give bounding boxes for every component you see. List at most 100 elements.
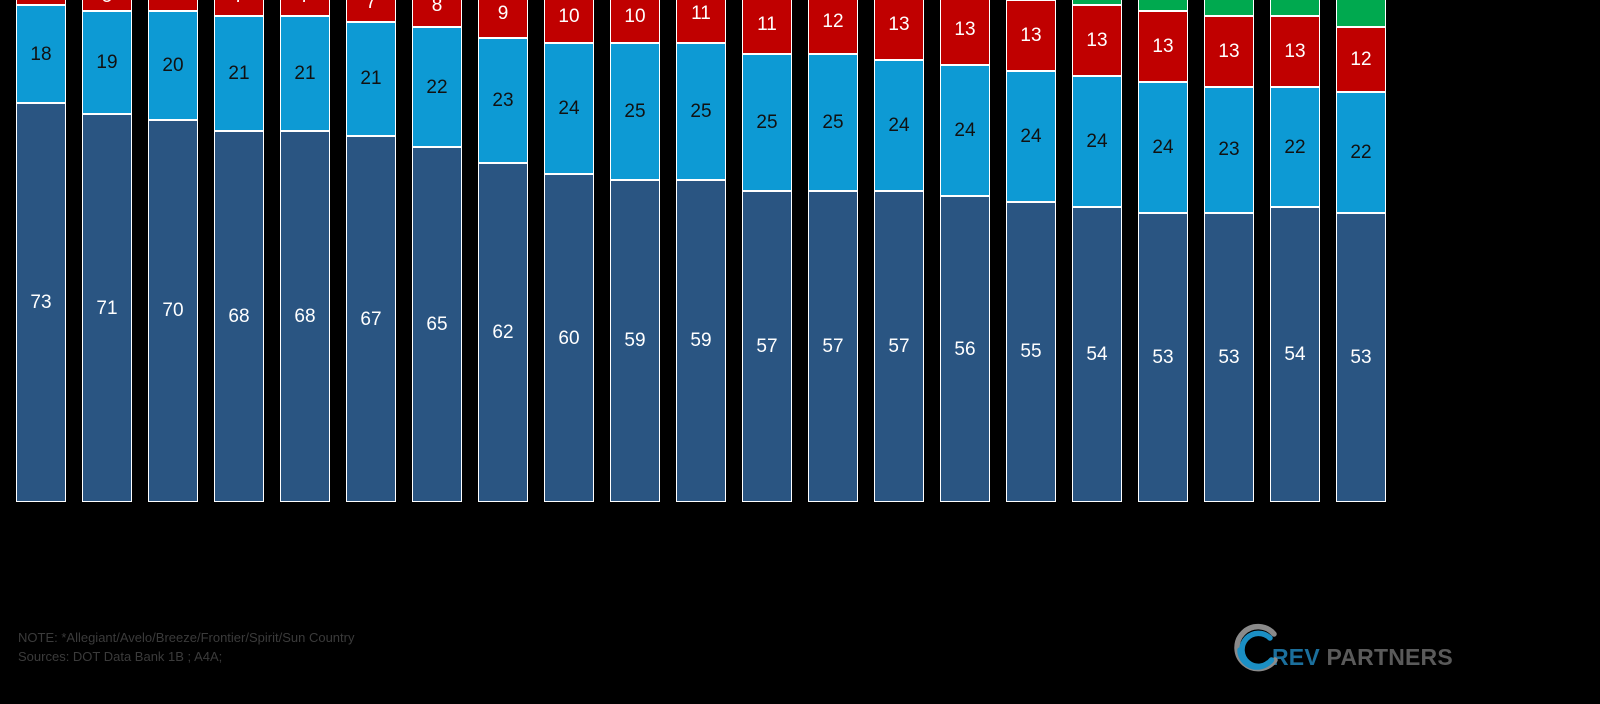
bar-segment-value-label: 12 xyxy=(822,11,844,32)
bar-segment-lblue: 24 xyxy=(1072,76,1122,208)
bar-segment-red: 11 xyxy=(676,0,726,44)
stacked-bar: 6132457 xyxy=(874,0,924,502)
bar-segment-lblue: 23 xyxy=(1204,87,1254,213)
bar-segment-red: 7 xyxy=(346,0,396,22)
bar-segment-value-label: 53 xyxy=(1350,346,1372,368)
bar-segment-dblue: 53 xyxy=(1336,212,1386,502)
bar-segment-value-label: 7 xyxy=(234,0,245,6)
bar-segment-lblue: 24 xyxy=(940,65,990,197)
footnote-note: NOTE: *Allegiant/Avelo/Breeze/Frontier/S… xyxy=(18,630,355,645)
bar-segment-dblue: 68 xyxy=(280,130,330,502)
bar-segment-value-label: 73 xyxy=(30,292,52,314)
stacked-bar-plot-area: 2418732519712620702721683721683721673822… xyxy=(16,0,1386,502)
bar-segment-dblue: 67 xyxy=(346,136,396,502)
bar-segment-value-label: 54 xyxy=(1284,344,1306,366)
bar-segment-red: 13 xyxy=(1006,0,1056,71)
bar-segment-red: 8 xyxy=(412,0,462,27)
bar-segment-lblue: 24 xyxy=(1138,81,1188,213)
bar-segment-green: 10 xyxy=(1204,0,1254,17)
bar-segment-value-label: 24 xyxy=(1086,131,1108,153)
bar-segment-value-label: 7 xyxy=(365,0,377,13)
bar-segment-value-label: 67 xyxy=(360,308,382,330)
bar-segment-value-label: 23 xyxy=(1218,139,1240,161)
bar-segment-lblue: 25 xyxy=(610,43,660,180)
stacked-bar: 272168 xyxy=(214,0,264,502)
bar-segment-value-label: 4 xyxy=(37,0,45,1)
logo-primary-text: REV xyxy=(1272,643,1320,670)
bar-segment-red: 12 xyxy=(1336,26,1386,93)
bar-segment-value-label: 68 xyxy=(294,305,316,327)
bar-segment-value-label: 9 xyxy=(497,2,509,24)
bar-segment-lblue: 21 xyxy=(214,16,264,131)
bar-segment-dblue: 60 xyxy=(544,174,594,502)
bar-segment-value-label: 57 xyxy=(822,335,844,357)
bar-segment-green: 13 xyxy=(1336,0,1386,27)
rev-partners-logo: REV PARTNERS xyxy=(1228,616,1453,682)
bar-segment-value-label: 24 xyxy=(954,120,976,142)
bar-segment-value-label: 70 xyxy=(162,300,184,322)
bar-segment-value-label: 59 xyxy=(690,330,712,352)
bar-segment-lblue: 25 xyxy=(808,54,858,191)
bar-segment-dblue: 57 xyxy=(808,190,858,502)
stacked-bar: 11 13 22 54 xyxy=(1270,0,1320,502)
bar-segment-lblue: 18 xyxy=(16,5,66,104)
bar-segment-value-label: 24 xyxy=(888,114,910,136)
bar-segment-value-label: 57 xyxy=(756,335,778,357)
stacked-bar: 8132455 xyxy=(1006,0,1056,502)
bar-segment-lblue: 21 xyxy=(280,16,330,131)
bar-segment-value-label: 8 xyxy=(431,0,443,16)
bar-segment-red: 13 xyxy=(940,0,990,66)
bar-segment-lblue: 24 xyxy=(544,43,594,175)
bar-segment-lblue: 22 xyxy=(1336,92,1386,213)
bar-segment-value-label: 25 xyxy=(822,112,844,134)
stacked-bar: 10 13 23 53 xyxy=(1204,0,1254,502)
bar-segment-green: 11 xyxy=(1270,0,1320,17)
bar-segment-lblue: 23 xyxy=(478,37,528,164)
stacked-bar: 6112557 xyxy=(742,0,792,502)
bar-segment-red: 10 xyxy=(544,0,594,44)
bar-segment-dblue: 59 xyxy=(676,179,726,502)
bar-segment-value-label: 23 xyxy=(492,90,514,112)
bar-segment-value-label: 22 xyxy=(426,76,448,98)
bar-segment-value-label: 25 xyxy=(690,101,712,123)
bar-segment-dblue: 57 xyxy=(874,190,924,502)
bar-segment-value-label: 19 xyxy=(96,51,118,73)
bar-segment-value-label: 13 xyxy=(1086,30,1108,52)
bar-segment-dblue: 53 xyxy=(1138,212,1188,502)
circular-swirl-icon xyxy=(1228,620,1286,678)
stacked-bar: 241873 xyxy=(16,0,66,502)
bar-segment-value-label: 53 xyxy=(1218,346,1240,368)
bar-segment-red: 13 xyxy=(1138,10,1188,82)
bar-segment-value-label: 22 xyxy=(1350,142,1372,164)
bar-segment-dblue: 71 xyxy=(82,114,132,502)
stacked-bar: 13 12 22 53 xyxy=(1336,0,1386,502)
bar-segment-dblue: 55 xyxy=(1006,201,1056,502)
bar-segment-lblue: 25 xyxy=(742,54,792,191)
bar-segment-red: 7 xyxy=(214,0,264,17)
bar-segment-green: 9 xyxy=(1138,0,1188,11)
bar-segment-lblue: 21 xyxy=(346,21,396,137)
bar-segment-lblue: 24 xyxy=(874,59,924,191)
bar-segment-lblue: 19 xyxy=(82,10,132,115)
stacked-bar: 262070 xyxy=(148,0,198,502)
bar-segment-red: 5 xyxy=(82,0,132,11)
bar-segment-lblue: 25 xyxy=(676,43,726,180)
bar-segment-value-label: 21 xyxy=(360,68,382,90)
bar-segment-dblue: 56 xyxy=(940,196,990,502)
bar-segment-value-label: 25 xyxy=(756,112,778,133)
bar-segment-value-label: 62 xyxy=(492,322,514,344)
bar-segment-value-label: 55 xyxy=(1020,341,1042,363)
bar-segment-value-label: 13 xyxy=(1020,24,1042,46)
bar-segment-value-label: 13 xyxy=(1218,41,1240,63)
bar-segment-dblue: 54 xyxy=(1072,207,1122,502)
bar-segment-red: 13 xyxy=(1204,16,1254,88)
bar-segment-dblue: 73 xyxy=(16,103,66,502)
bar-segment-value-label: 13 xyxy=(1284,41,1306,63)
stacked-bar: 251971 xyxy=(82,0,132,502)
bar-segment-value-label: 21 xyxy=(294,62,316,84)
bar-segment-value-label: 20 xyxy=(162,54,184,76)
bar-segment-value-label: 13 xyxy=(888,13,910,35)
bar-segment-lblue: 20 xyxy=(148,10,198,120)
bar-segment-red: 13 xyxy=(1270,16,1320,88)
